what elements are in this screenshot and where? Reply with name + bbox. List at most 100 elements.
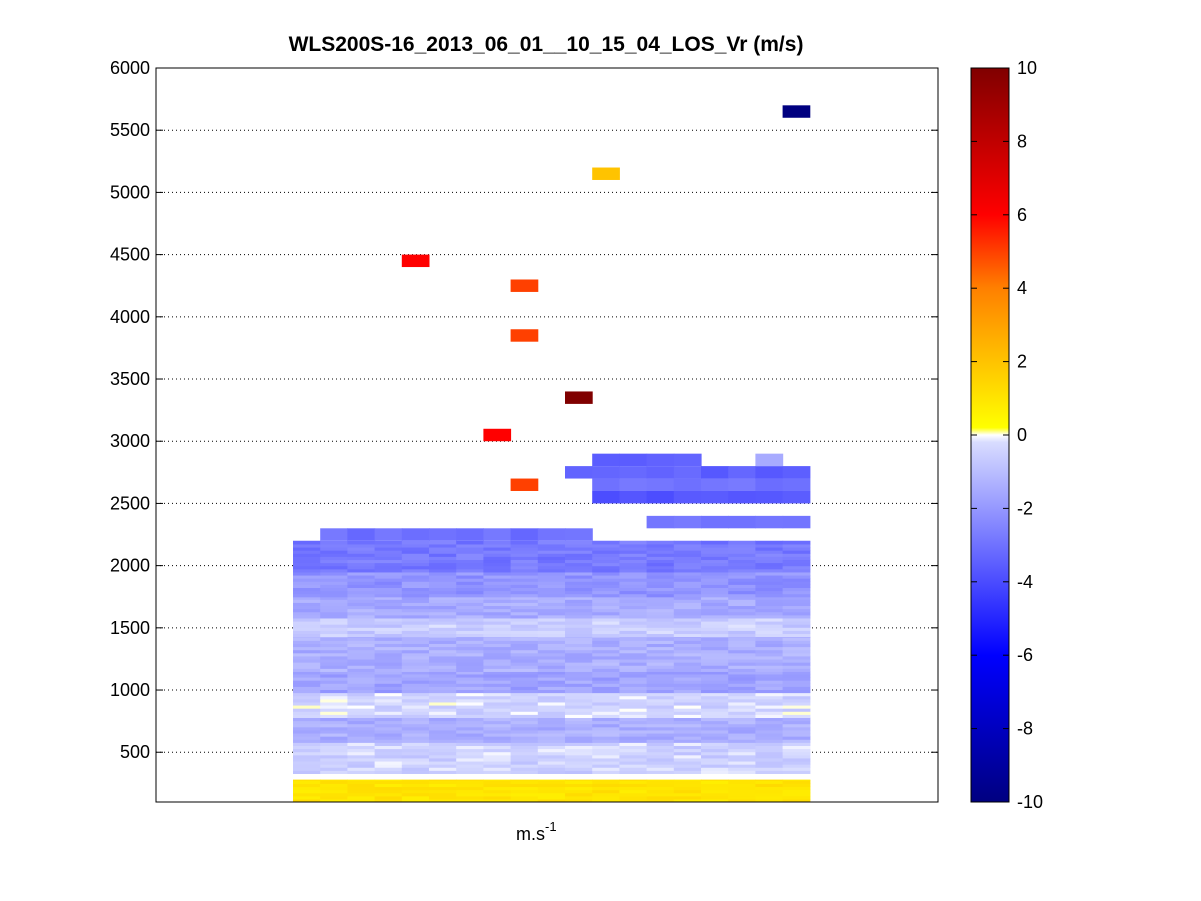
heatmap-cell [782,571,811,576]
heatmap-cell [592,748,620,753]
heatmap-cell [293,602,321,607]
heatmap-cell [728,559,756,564]
heatmap-cell [483,683,512,687]
heatmap-cell [401,581,430,585]
heatmap-cell [565,748,593,753]
heatmap-cell [619,466,648,479]
heatmap-cell [537,671,566,675]
heatmap-cell [619,605,648,610]
heatmap-cell [456,565,484,570]
heatmap-cell [293,770,321,774]
heatmap-cell [537,757,566,762]
heatmap-cell [456,596,484,600]
heatmap-cell [374,692,403,697]
heatmap-cell [673,686,702,691]
heatmap-cell [701,748,729,753]
colorbar-tick-label: -10 [1017,792,1043,812]
heatmap-cell [320,611,348,616]
heatmap-cell [483,587,512,592]
heatmap-cell [374,723,403,728]
heatmap-cell [320,798,348,802]
heatmap-cell [755,587,784,592]
heatmap-cell [701,655,729,660]
heatmap-cell [537,556,566,561]
heatmap-cell [673,786,702,791]
heatmap-cell [646,658,675,663]
heatmap-cell [592,568,620,573]
heatmap-cell [565,556,593,561]
heatmap-cell [456,683,484,687]
heatmap-cell [592,711,620,715]
heatmap-cell [782,624,811,628]
heatmap-cell [320,652,348,657]
heatmap-cell [429,543,457,548]
heatmap-cell [374,565,403,570]
heatmap-cell [293,767,321,771]
heatmap-cell [293,546,321,551]
heatmap-cell [673,732,702,737]
heatmap-cell [728,578,756,582]
heatmap-cell [347,652,376,657]
heatmap-cell [673,611,702,616]
heatmap-cell [755,701,784,706]
heatmap-cell [401,649,430,654]
heatmap-cell [401,599,430,603]
heatmap-cell [565,676,593,681]
heatmap-cell [646,723,675,728]
heatmap-cell [565,550,593,554]
heatmap-cell [619,692,648,697]
heatmap-cell [565,599,593,603]
heatmap-cell [374,695,403,700]
heatmap-cell [701,490,729,504]
heatmap-cell [429,795,457,800]
heatmap-cell [293,701,321,706]
heatmap-cell [619,565,648,570]
heatmap-cell [592,584,620,588]
heatmap-cell [565,466,593,479]
heatmap-cell [592,795,620,800]
heatmap-cell [401,680,430,684]
heatmap-cell [293,745,321,750]
heatmap-cell [510,680,539,684]
colorbar [970,67,1010,803]
heatmap-cell [401,605,430,610]
heatmap-cell [565,587,593,592]
heatmap-cell [401,770,430,774]
heatmap-cell [673,665,702,669]
heatmap-cell [728,562,756,567]
heatmap-cell [646,686,675,691]
heatmap-cell [456,689,484,694]
heatmap-cell [565,786,593,791]
heatmap-cell-isolated [510,279,539,292]
heatmap-cell [320,630,348,635]
heatmap-cell [456,717,484,722]
heatmap-cell [347,673,376,678]
heatmap-cell [320,627,348,631]
heatmap-cell [782,478,811,491]
heatmap-cell [673,559,702,564]
heatmap-cell [320,636,348,638]
heatmap-cell [782,649,811,654]
heatmap-cell [673,676,702,681]
heatmap-cell [728,605,756,610]
heatmap-cell [673,704,702,709]
heatmap-cell [374,767,403,771]
x-axis-label: m.s-1 [516,819,557,844]
heatmap-cell [646,792,675,797]
heatmap-cell [374,770,403,774]
heatmap-cell [429,764,457,768]
heatmap-cell [483,543,512,548]
heatmap-cell [592,704,620,709]
heatmap-cell [755,658,784,663]
heatmap-cell [646,671,675,675]
heatmap-cell [510,528,539,541]
heatmap-cell [374,760,403,765]
heatmap-cell [483,596,512,600]
heatmap-cell [673,792,702,797]
heatmap-cell [755,704,784,709]
heatmap-cell [537,786,566,791]
heatmap-cell [619,704,648,709]
heatmap-cell [673,662,702,666]
heatmap-cell [293,683,321,687]
heatmap-cell [456,757,484,762]
